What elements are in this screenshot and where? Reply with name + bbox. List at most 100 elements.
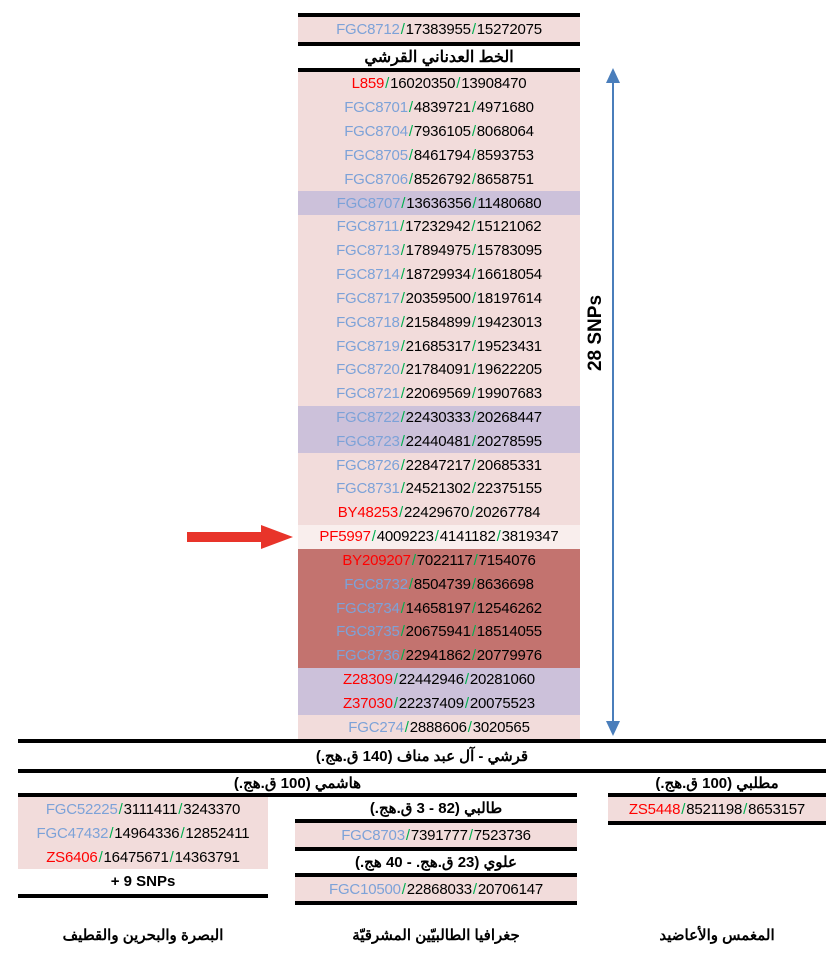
divider-line xyxy=(18,894,268,898)
snp-name: FGC8705 xyxy=(344,146,408,164)
snp-name: BY209207 xyxy=(342,551,411,569)
snp-position-value: 8658751 xyxy=(476,170,534,188)
quraysh-abd-manaf-header: قرشي - آل عبد مناف (140 ق.هج.) xyxy=(315,748,529,765)
snp-position-value: 4839721 xyxy=(413,99,471,117)
snp-row-FGC8711: FGC8711/17232942/15121062 xyxy=(298,214,580,239)
slash-separator: / xyxy=(411,551,416,569)
slash-separator: / xyxy=(404,718,409,736)
snp-position-value: 22429670 xyxy=(404,504,470,522)
snp-name: FGC52225 xyxy=(45,800,118,818)
slash-separator: / xyxy=(400,361,405,379)
slash-separator: / xyxy=(408,123,413,141)
divider-line xyxy=(608,821,826,825)
slash-separator: / xyxy=(471,385,476,403)
snp-position-value: 20359500 xyxy=(405,289,471,307)
slash-separator: / xyxy=(401,194,406,212)
snp-position-value: 20281060 xyxy=(469,671,535,689)
snp-position-value: 13636356 xyxy=(406,194,472,212)
snp-name: FGC8734 xyxy=(336,599,400,617)
slash-separator: / xyxy=(471,218,476,236)
snp-position-value: 22069569 xyxy=(405,385,471,403)
snp-name: ZS5448 xyxy=(628,800,681,818)
slash-separator: / xyxy=(405,826,410,844)
snp-row-FGC274: FGC274/2888606/3020565 xyxy=(298,715,580,740)
slash-separator: / xyxy=(400,266,405,284)
slash-separator: / xyxy=(467,718,472,736)
snp-row-FGC10500: FGC10500/22868033/20706147 xyxy=(295,877,577,901)
slash-separator: / xyxy=(471,480,476,498)
slash-separator: / xyxy=(400,647,405,665)
snp-position-value: 14964336 xyxy=(114,824,180,842)
snp-position-value: 15121062 xyxy=(476,218,542,236)
snp-position-value: 20268447 xyxy=(476,409,542,426)
snp-name: FGC8721 xyxy=(336,385,400,403)
snp-position-value: 8521198 xyxy=(686,800,743,818)
snp-row-FGC8736: FGC8736/22941862/20779976 xyxy=(298,643,580,668)
snp-row-FGC8719: FGC8719/21685317/19523431 xyxy=(298,334,580,358)
divider-line xyxy=(298,13,580,17)
slash-separator: / xyxy=(400,623,405,641)
slash-separator: / xyxy=(471,409,476,426)
snp-row-FGC8705: FGC8705/8461794/8593753 xyxy=(298,143,580,168)
snp-position-value: 17894975 xyxy=(405,242,471,260)
snp-position-value: 12852411 xyxy=(185,824,250,842)
snp-position-value: 15272075 xyxy=(476,21,542,38)
snp-name: FGC8735 xyxy=(336,623,400,641)
slash-separator: / xyxy=(471,266,476,284)
snp-row-FGC8703: FGC8703/7391777/7523736 xyxy=(295,823,577,847)
snp-row-FGC8731: FGC8731/24521302/22375155 xyxy=(298,477,580,501)
snp-position-value: 16020350 xyxy=(390,75,456,93)
slash-separator: / xyxy=(496,528,501,546)
snp-position-value: 22847217 xyxy=(405,456,471,474)
snp-row-FGC8734: FGC8734/14658197/12546262 xyxy=(298,596,580,621)
slash-separator: / xyxy=(471,432,476,450)
snp-row-FGC8704: FGC8704/7936105/8068064 xyxy=(298,119,580,144)
divider-line xyxy=(18,739,826,743)
snp-position-value: 4009223 xyxy=(376,528,434,546)
slash-separator: / xyxy=(470,504,475,522)
slash-separator: / xyxy=(471,647,476,665)
snp-position-value: 8504739 xyxy=(413,575,471,593)
slash-separator: / xyxy=(385,75,390,93)
snp-name: FGC8723 xyxy=(336,432,400,450)
snp-position-value: 20685331 xyxy=(476,456,542,474)
snp-name: ZS6406 xyxy=(46,848,98,866)
talibi-geography-label: جغرافيا الطالبيّين المشرقيّة xyxy=(352,927,520,944)
left-branch-snp-list: FGC52225/3111411/3243370 FGC47432/1496433… xyxy=(18,797,268,869)
divider-line xyxy=(295,873,577,877)
snp-row-L859: L859/16020350/13908470 xyxy=(298,72,580,96)
muttalibi-geography-label: المغمس والأعاضيد xyxy=(659,927,775,944)
snp-position-value: 22375155 xyxy=(476,480,542,498)
slash-separator: / xyxy=(471,623,476,641)
slash-separator: / xyxy=(169,848,174,866)
slash-separator: / xyxy=(471,242,476,260)
talibi-header: طالبي (82 - 3 ق.هج.) xyxy=(369,800,503,817)
alawi-snp-row-box: FGC10500/22868033/20706147 xyxy=(295,877,577,901)
alawi-header: علوي (23 ق.هج. - 40 هج.) xyxy=(355,854,517,871)
snp-position-value: 7022117 xyxy=(416,551,473,569)
slash-separator: / xyxy=(471,21,476,38)
snp-position-value: 16475671 xyxy=(103,848,169,866)
slash-separator: / xyxy=(471,170,476,188)
snp-name: FGC8726 xyxy=(336,456,400,474)
snp-position-value: 22430333 xyxy=(405,409,471,426)
snp-position-value: 8636698 xyxy=(476,575,534,593)
snp-name: FGC47432 xyxy=(36,824,109,842)
snp-position-value: 17383955 xyxy=(405,21,471,38)
slash-separator: / xyxy=(468,826,473,844)
talibi-snp-row-box: FGC8703/7391777/7523736 xyxy=(295,823,577,847)
snp-name: FGC8707 xyxy=(336,194,401,212)
slash-separator: / xyxy=(109,824,114,842)
snp-name: FGC8731 xyxy=(336,480,400,498)
snp-position-value: 3819347 xyxy=(501,528,559,546)
slash-separator: / xyxy=(400,432,405,450)
slash-separator: / xyxy=(401,880,406,898)
snp-name: FGC10500 xyxy=(329,880,401,898)
snp-position-value: 3020565 xyxy=(472,718,530,736)
snp-row-ZS6406: ZS6406/16475671/14363791 xyxy=(18,845,268,869)
snp-position-value: 20706147 xyxy=(477,880,543,898)
slash-separator: / xyxy=(400,313,405,331)
slash-separator: / xyxy=(456,75,461,93)
snp-name: Z28309 xyxy=(343,671,393,689)
